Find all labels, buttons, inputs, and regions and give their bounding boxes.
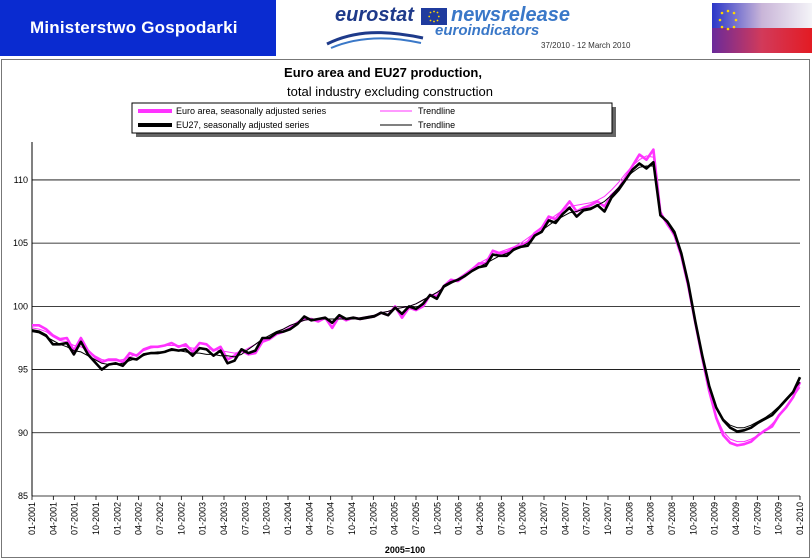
chart-subtitle: total industry excluding construction (287, 84, 493, 99)
x-tick-label: 01-2004 (283, 502, 293, 535)
series-lines (31, 148, 802, 447)
x-tick-label: 07-2004 (326, 502, 336, 535)
y-axis-ticks: 85 90 95 100 105 110 (13, 175, 28, 501)
x-tick-label: 10-2008 (688, 502, 698, 535)
x-tick-label: 01-2002 (112, 502, 122, 535)
x-tick-label: 01-2005 (368, 502, 378, 535)
eurostat-word: eurostat (335, 4, 414, 26)
x-tick-label: 10-2003 (262, 502, 272, 535)
series-euro-area (32, 148, 802, 447)
x-tick-label: 07-2006 (496, 502, 506, 535)
x-tick-label: 01-2009 (710, 502, 720, 535)
y-tick-label: 95 (18, 365, 28, 375)
x-tick-label: 10-2001 (91, 502, 101, 535)
x-tick-label: 07-2001 (70, 502, 80, 535)
eu-poland-flag-icon (712, 3, 812, 53)
legend-label-eu27-trend: Trendline (418, 120, 455, 130)
x-tick-label: 04-2007 (560, 502, 570, 535)
legend-label-eu27: EU27, seasonally adjusted series (176, 120, 310, 130)
y-tick-label: 90 (18, 428, 28, 438)
x-tick-label: 07-2003 (240, 502, 250, 535)
legend-box (131, 102, 613, 134)
y-tick-label: 100 (13, 301, 28, 311)
ministry-title: Ministerstwo Gospodarki (30, 18, 238, 37)
y-tick-label: 105 (13, 238, 28, 248)
x-tick-label: 04-2001 (48, 502, 58, 535)
flags-image (712, 3, 812, 53)
x-tick-label: 04-2005 (390, 502, 400, 535)
x-tick-label: 01-2003 (198, 502, 208, 535)
series-eu27-trend (31, 165, 801, 429)
series-eu27 (31, 160, 802, 433)
x-tick-label: 01-2001 (27, 502, 37, 535)
x-tick-label: 01-2008 (624, 502, 634, 535)
legend-label-euro-area: Euro area, seasonally adjusted series (176, 106, 327, 116)
x-tick-label: 04-2006 (475, 502, 485, 535)
eu-flag-icon (421, 8, 447, 25)
header: Ministerstwo Gospodarki eurostat newsrel… (0, 0, 812, 58)
chart-frame (1, 59, 810, 558)
x-tick-label: 04-2008 (646, 502, 656, 535)
x-tick-label: 04-2002 (134, 502, 144, 535)
x-tick-label: 07-2007 (582, 502, 592, 535)
legend: Euro area, seasonally adjusted series Tr… (131, 102, 616, 137)
x-tick-label: 07-2009 (752, 502, 762, 535)
newsrelease-word: newsrelease (451, 4, 570, 26)
release-reference: 37/2010 - 12 March 2010 (541, 41, 631, 50)
x-tick-label: 10-2009 (774, 502, 784, 535)
x-tick-label: 01-2006 (454, 502, 464, 535)
x-tick-label: 10-2002 (176, 502, 186, 535)
x-tick-label: 10-2007 (603, 502, 613, 535)
x-tick-label: 04-2003 (219, 502, 229, 535)
y-tick-label: 110 (14, 175, 28, 185)
legend-label-euro-trend: Trendline (418, 106, 455, 116)
x-tick-label: 07-2002 (155, 502, 165, 535)
eurostat-logo: eurostat newsrelease euroindicators 37/2… (321, 0, 651, 56)
x-tick-label: 01-2007 (539, 502, 549, 535)
x-tick-label: 10-2006 (518, 502, 528, 535)
x-tick-label: 01-2010 (795, 502, 805, 535)
ministry-banner: Ministerstwo Gospodarki (0, 0, 276, 56)
series-euro-area-trend (31, 155, 801, 443)
y-tick-label: 85 (18, 491, 28, 501)
x-axis-label: 2005=100 (385, 545, 425, 555)
x-tick-label: 04-2009 (731, 502, 741, 535)
x-tick-label: 07-2008 (667, 502, 677, 535)
swoosh-icon (326, 31, 424, 49)
x-axis-ticks: 01-2001 04-2001 07-2001 10-2001 01-2002 04-20… (27, 496, 805, 535)
chart-title: Euro area and EU27 production, (284, 65, 482, 80)
euroindicators-word: euroindicators (435, 22, 540, 39)
x-tick-label: 10-2004 (347, 502, 357, 535)
gridlines (31, 142, 800, 497)
x-tick-label: 07-2005 (411, 502, 421, 535)
x-tick-label: 10-2005 (432, 502, 442, 535)
x-tick-label: 04-2004 (304, 502, 314, 535)
